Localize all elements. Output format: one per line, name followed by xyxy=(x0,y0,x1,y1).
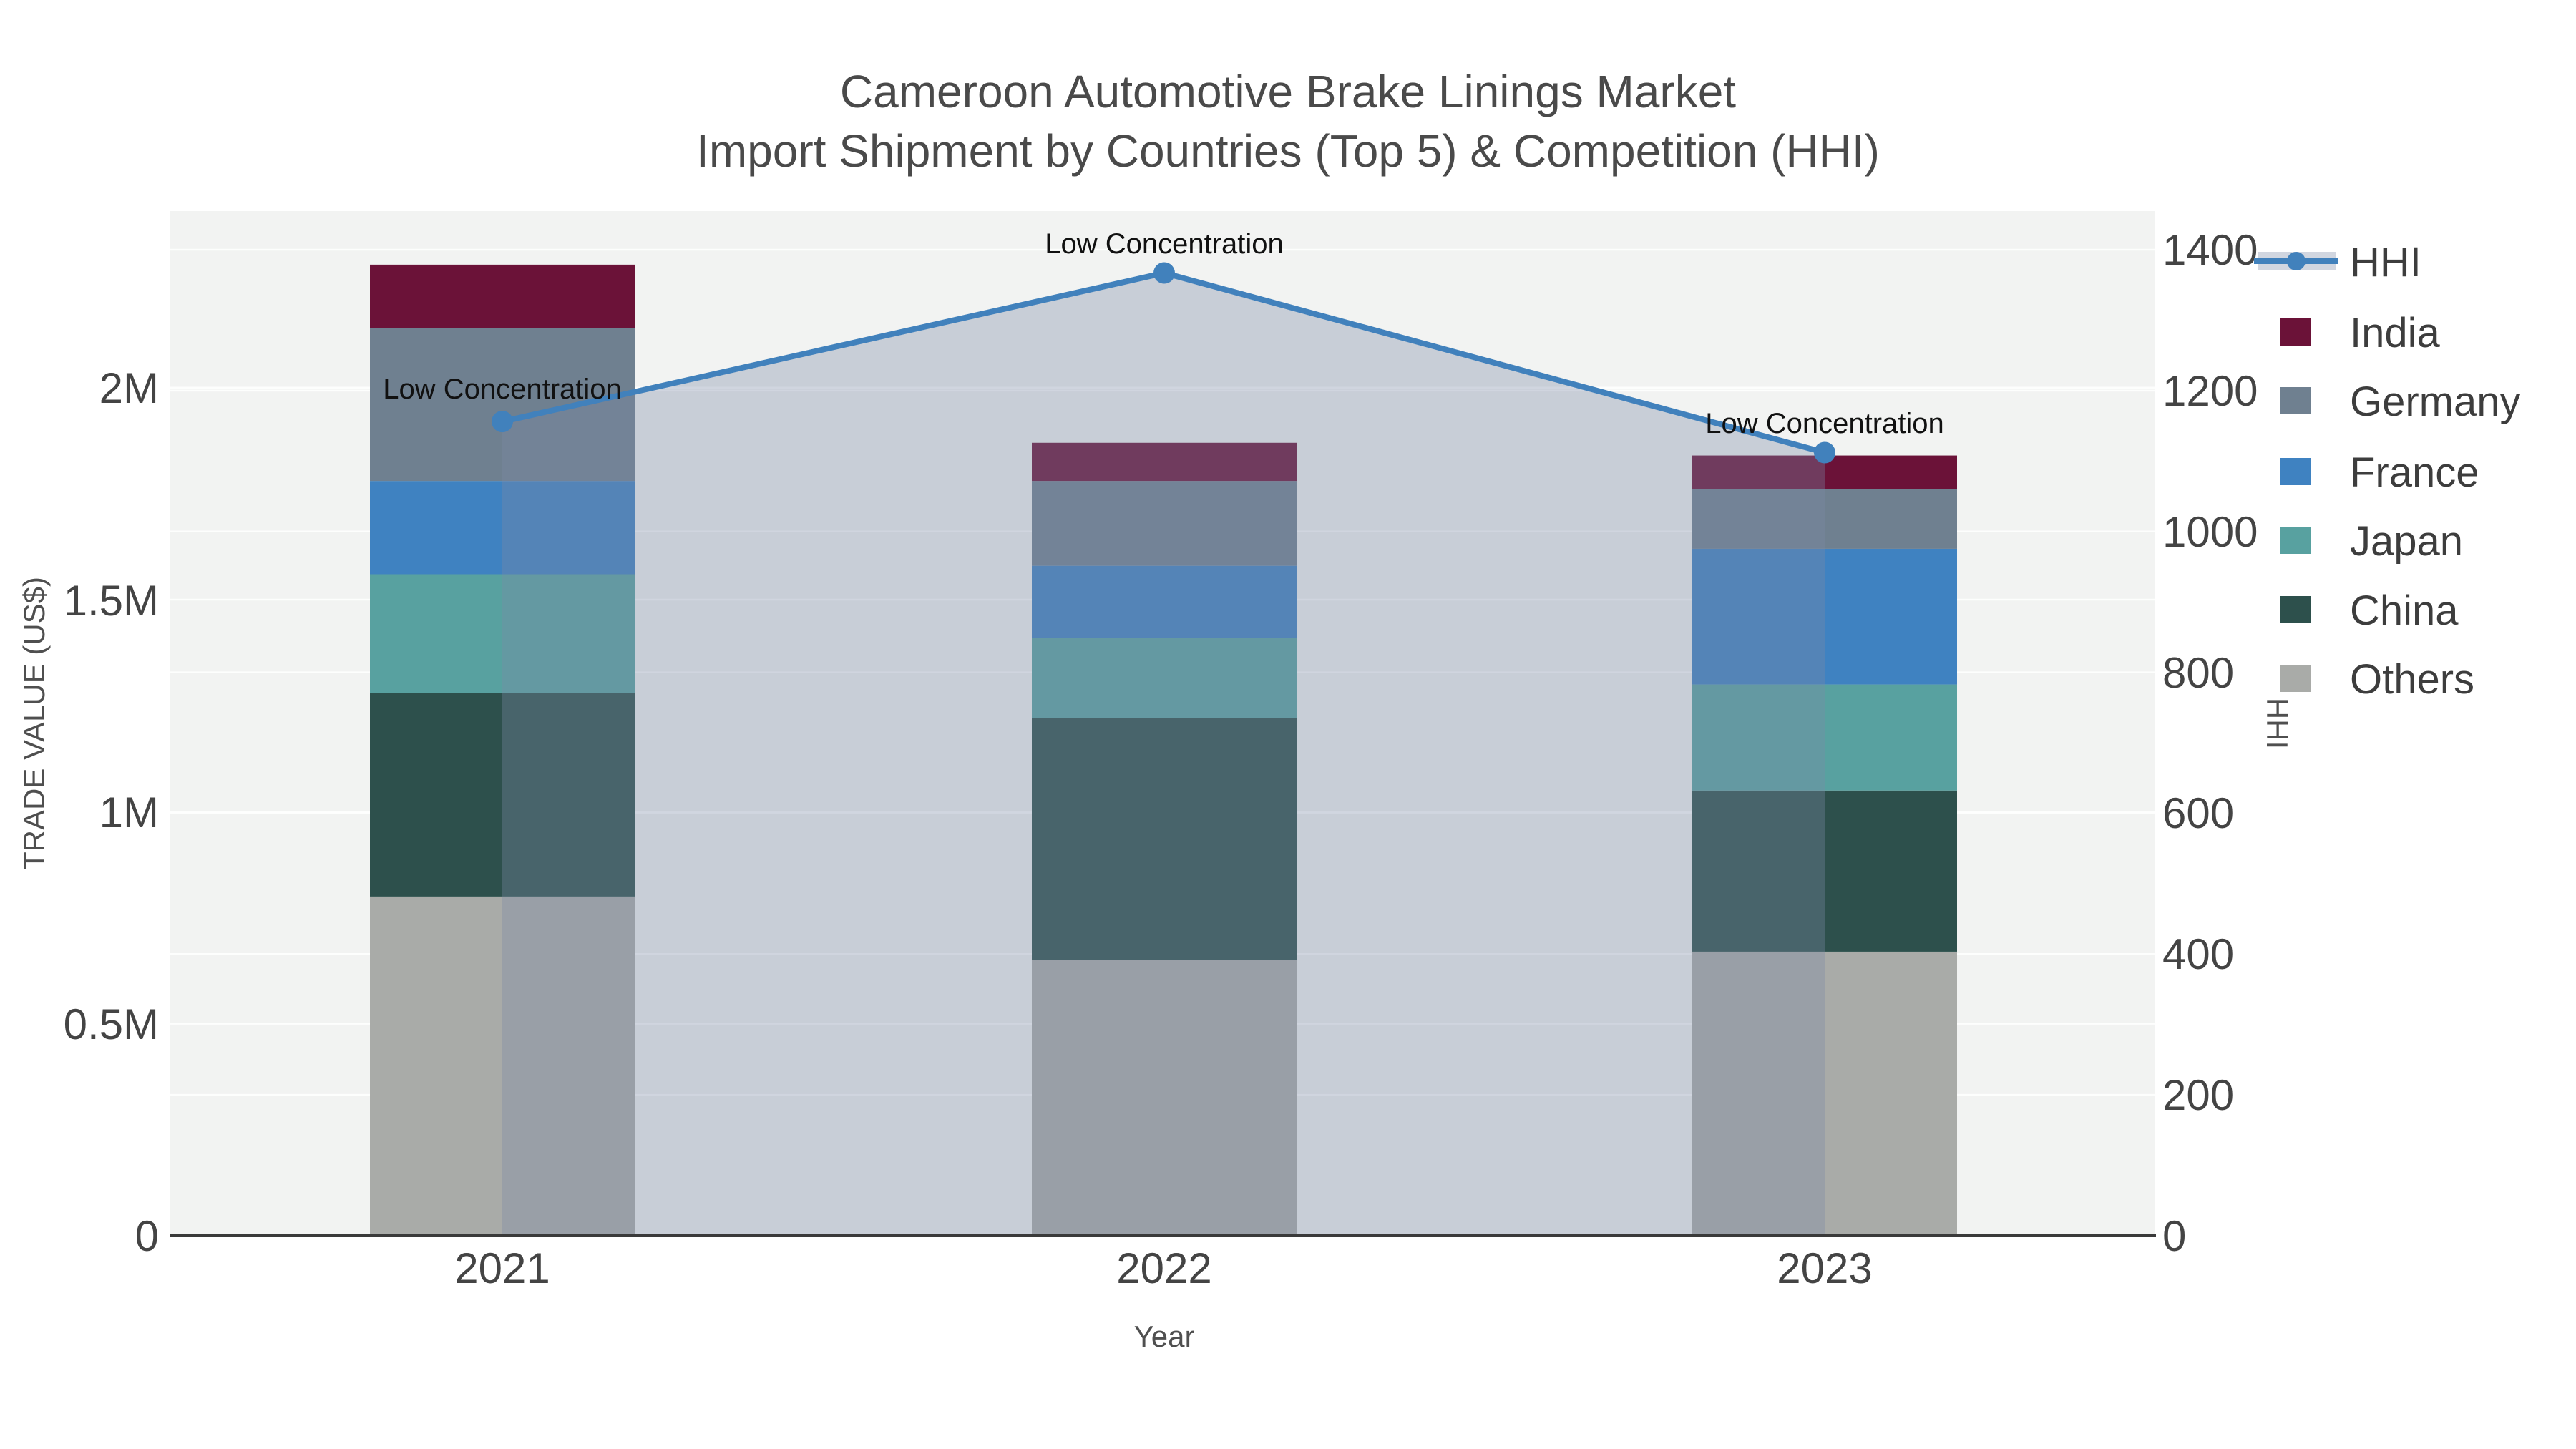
bar-segment-japan-2021[interactable] xyxy=(370,574,635,693)
hhi-marker-2022[interactable] xyxy=(1153,262,1175,284)
india-swatch xyxy=(2280,318,2311,346)
chart-title-line2: Import Shipment by Countries (Top 5) & C… xyxy=(696,125,1880,177)
hhi-area-fill[interactable] xyxy=(502,273,1825,1236)
annotation-low-concentration-2023: Low Concentration xyxy=(1705,408,1944,439)
left-tick-2m: 2M xyxy=(99,364,159,412)
right-tick-400: 400 xyxy=(2162,930,2234,978)
bar-segment-china-2021[interactable] xyxy=(370,693,635,897)
japan-swatch xyxy=(2280,527,2311,554)
legend-item-others[interactable]: Others xyxy=(2280,656,2474,703)
legend-label-japan: Japan xyxy=(2350,518,2463,565)
x-axis-title: Year xyxy=(1134,1319,1195,1353)
chart-title-line1: Cameroon Automotive Brake Linings Market xyxy=(840,66,1736,117)
china-swatch xyxy=(2280,596,2311,623)
hhi-marker-swatch xyxy=(2287,252,2306,270)
legend: HHI India Germany France Japan China Oth… xyxy=(2254,239,2521,703)
bar-segment-others-2022[interactable] xyxy=(1032,960,1297,1236)
right-tick-200: 200 xyxy=(2162,1071,2234,1119)
legend-item-india[interactable]: India xyxy=(2280,310,2441,356)
bar-segment-china-2023[interactable] xyxy=(1692,790,1957,952)
left-tick-0: 0 xyxy=(135,1212,159,1260)
legend-item-china[interactable]: China xyxy=(2280,587,2459,634)
bar-segment-france-2022[interactable] xyxy=(1032,565,1297,638)
left-tick-0.5m: 0.5M xyxy=(64,1000,159,1048)
legend-label-germany: Germany xyxy=(2350,379,2521,425)
bar-segment-japan-2023[interactable] xyxy=(1692,684,1957,791)
right-tick-1000: 1000 xyxy=(2162,508,2258,556)
hhi-area-layer xyxy=(502,273,1825,1236)
legend-item-hhi[interactable]: HHI xyxy=(2254,239,2421,286)
legend-label-others: Others xyxy=(2350,656,2474,703)
bar-segment-france-2023[interactable] xyxy=(1692,548,1957,685)
bar-segment-china-2022[interactable] xyxy=(1032,718,1297,960)
stacked-bars-layer xyxy=(370,264,1957,1236)
x-tick-2023: 2023 xyxy=(1777,1244,1872,1292)
right-tick-0: 0 xyxy=(2162,1212,2186,1260)
x-tick-2022: 2022 xyxy=(1116,1244,1211,1292)
left-tick-1m: 1M xyxy=(99,789,159,836)
legend-item-japan[interactable]: Japan xyxy=(2280,518,2463,565)
bar-segment-germany-2023[interactable] xyxy=(1692,489,1957,549)
others-swatch xyxy=(2280,665,2311,692)
legend-label-india: India xyxy=(2350,310,2441,356)
bar-segment-france-2021[interactable] xyxy=(370,481,635,575)
hhi-marker-2023[interactable] xyxy=(1814,441,1835,464)
right-tick-1400: 1400 xyxy=(2162,226,2258,274)
right-tick-600: 600 xyxy=(2162,789,2234,837)
hhi-line-layer xyxy=(492,262,1835,464)
germany-swatch xyxy=(2280,387,2311,414)
left-axis-title: TRADE VALUE (US$) xyxy=(17,577,51,870)
right-axis-title: HHI xyxy=(2260,698,2294,749)
legend-label-china: China xyxy=(2350,587,2459,634)
bar-segment-india-2022[interactable] xyxy=(1032,442,1297,482)
legend-label-hhi: HHI xyxy=(2350,239,2421,286)
france-swatch xyxy=(2280,458,2311,485)
left-tick-1.5m: 1.5M xyxy=(64,577,159,625)
bar-segment-india-2021[interactable] xyxy=(370,264,635,328)
right-tick-800: 800 xyxy=(2162,649,2234,697)
bar-segment-japan-2022[interactable] xyxy=(1032,638,1297,718)
annotation-low-concentration-2022: Low Concentration xyxy=(1045,228,1284,260)
right-tick-1200: 1200 xyxy=(2162,367,2258,415)
legend-item-france[interactable]: France xyxy=(2280,449,2479,496)
bar-segment-germany-2022[interactable] xyxy=(1032,481,1297,566)
legend-label-france: France xyxy=(2350,449,2479,496)
x-tick-2021: 2021 xyxy=(454,1244,550,1292)
bar-segment-others-2023[interactable] xyxy=(1692,951,1957,1236)
annotation-low-concentration-2021: Low Concentration xyxy=(383,374,622,405)
legend-item-germany[interactable]: Germany xyxy=(2280,379,2521,425)
hhi-marker-2021[interactable] xyxy=(492,411,513,433)
bar-segment-others-2021[interactable] xyxy=(370,896,635,1236)
